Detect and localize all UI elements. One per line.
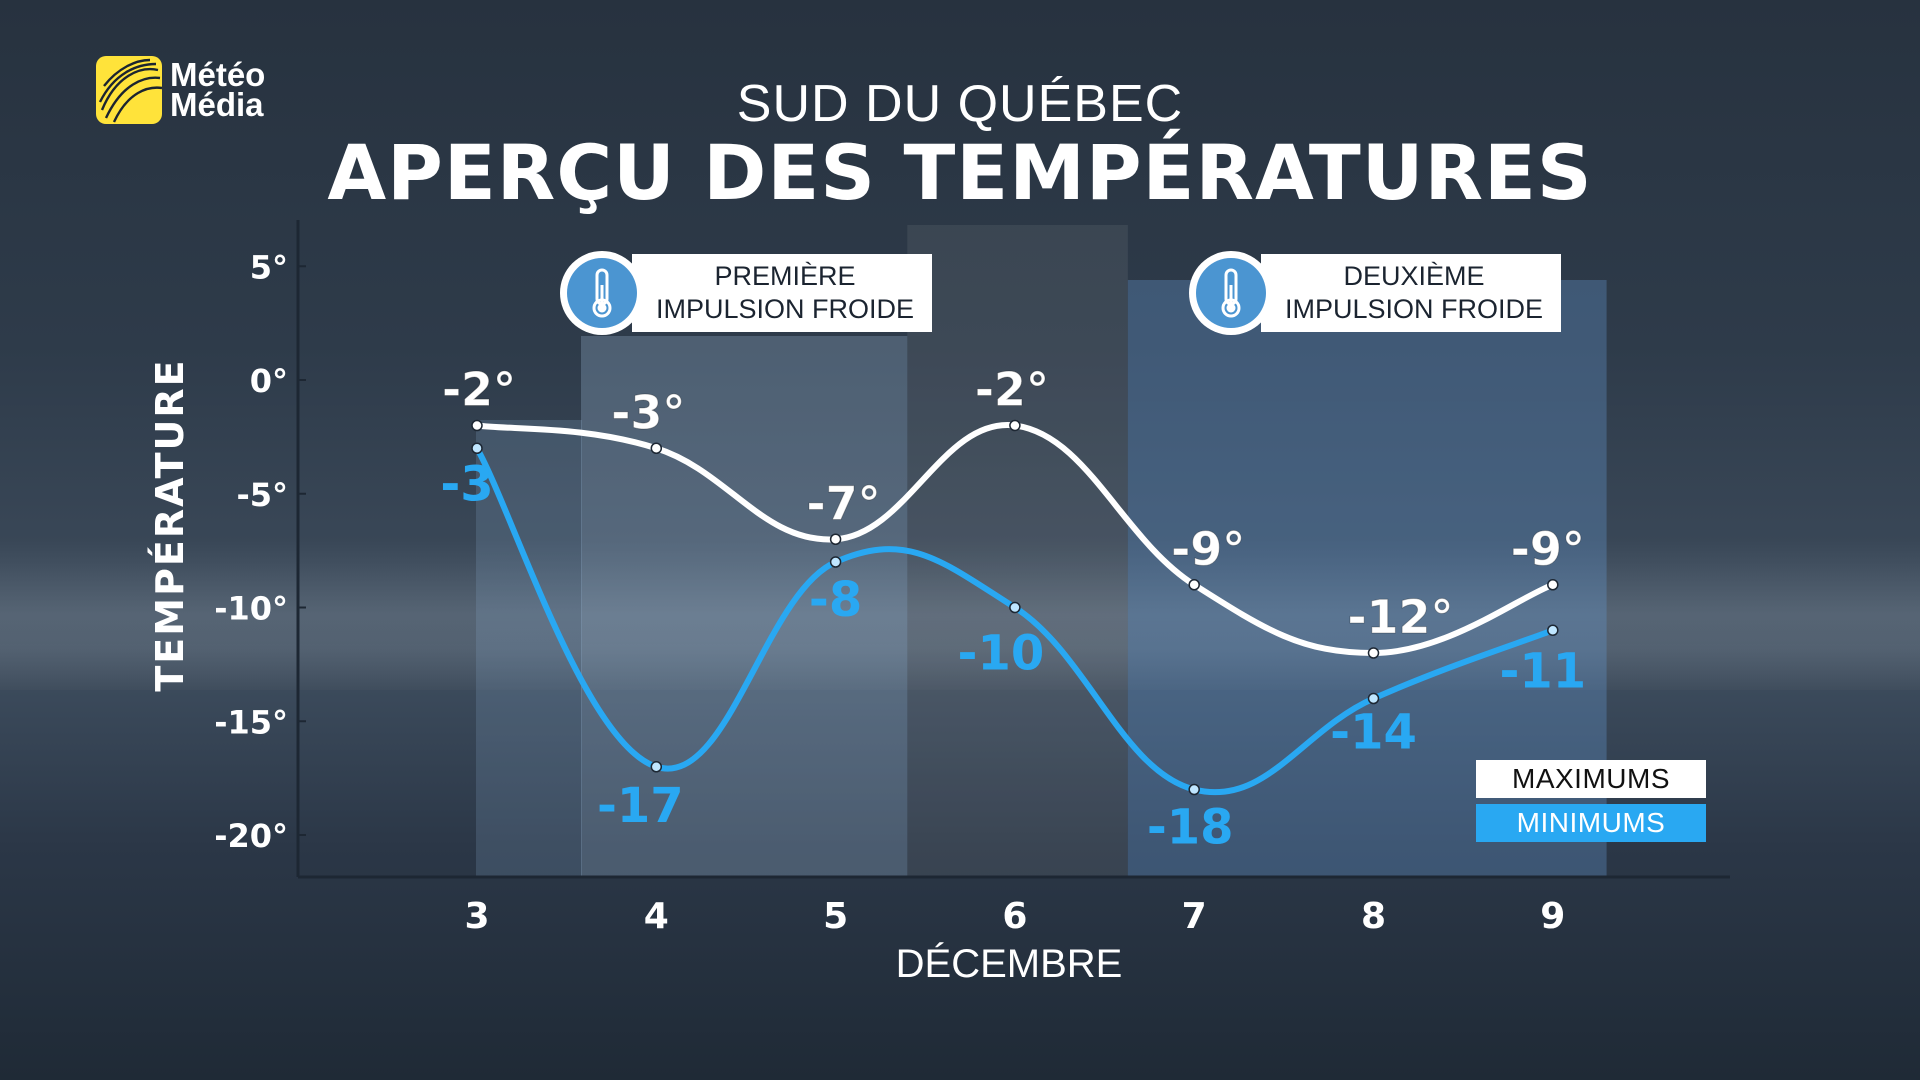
y-tick-label: -15° xyxy=(214,703,288,741)
x-tick-label: 4 xyxy=(644,896,669,937)
data-label-maximum: -7° xyxy=(807,476,881,530)
chart-legend: MAXIMUMS MINIMUMS xyxy=(1476,760,1706,848)
callout-line-2: IMPULSION FROIDE xyxy=(656,294,915,324)
region-subtitle: SUD DU QUÉBEC xyxy=(736,75,1184,133)
data-label-minimum: -18 xyxy=(1147,800,1234,856)
data-point-minimum xyxy=(1367,692,1380,705)
data-label-minimum: -8 xyxy=(809,572,862,628)
data-point-maximum xyxy=(1367,647,1380,659)
data-label-minimum: -3 xyxy=(440,456,493,512)
data-label-minimum: -14 xyxy=(1330,705,1417,761)
x-tick-label: 9 xyxy=(1540,896,1565,937)
x-axis-label: DÉCEMBRE xyxy=(895,942,1123,986)
data-label-maximum: -3° xyxy=(611,385,685,439)
series-line-minimums xyxy=(474,445,1556,796)
data-label-maximum: -12° xyxy=(1347,590,1453,644)
y-tick-label: 0° xyxy=(250,362,288,400)
callout-line-1: PREMIÈRE xyxy=(714,261,856,291)
data-point-minimum xyxy=(1188,783,1200,796)
data-point-maximum xyxy=(829,533,842,545)
thermometer-icon xyxy=(560,251,644,335)
legend-maximums: MAXIMUMS xyxy=(1476,760,1706,798)
y-tick-label: -10° xyxy=(214,590,288,628)
background-snowfield xyxy=(0,690,1920,1080)
meteomedia-logo: Météo Média xyxy=(96,56,265,124)
data-point-minimum xyxy=(1547,624,1559,636)
y-axis-label: TEMPÉRATURE xyxy=(148,358,192,692)
data-point-maximum xyxy=(650,442,663,454)
data-label-minimum: -10 xyxy=(958,626,1045,682)
data-label-minimum: -17 xyxy=(597,778,684,834)
logo-line-1: Météo xyxy=(170,56,266,93)
data-label-maximum: -2° xyxy=(442,363,516,417)
data-point-minimum xyxy=(471,442,483,454)
y-tick-label: -20° xyxy=(214,817,288,855)
data-point-minimum xyxy=(1009,601,1021,614)
callout-second-cold-pulse: DEUXIÈME IMPULSION FROIDE xyxy=(1189,251,1562,335)
data-point-maximum xyxy=(471,419,483,432)
data-label-maximum: -9° xyxy=(1171,522,1245,576)
data-point-maximum xyxy=(1547,579,1559,591)
thermometer-icon xyxy=(1189,251,1273,335)
highlight-range-first-pulse xyxy=(580,336,908,877)
callout-line-1: DEUXIÈME xyxy=(1343,261,1485,291)
data-point-maximum xyxy=(1188,579,1200,591)
data-label-maximum: -2° xyxy=(975,363,1049,417)
x-tick-label: 5 xyxy=(823,896,848,937)
data-label-maximum: -9° xyxy=(1511,522,1585,576)
legend-minimums: MINIMUMS xyxy=(1476,804,1706,842)
page-title: APERÇU DES TEMPÉRATURES xyxy=(327,128,1593,217)
data-point-minimum xyxy=(650,761,663,773)
callout-text-box: DEUXIÈME IMPULSION FROIDE xyxy=(1261,254,1562,332)
callout-line-2: IMPULSION FROIDE xyxy=(1285,294,1544,324)
data-point-minimum xyxy=(829,556,842,568)
x-tick-label: 3 xyxy=(464,896,489,937)
x-tick-label: 6 xyxy=(1002,896,1027,937)
background-horizon xyxy=(0,540,1920,690)
x-tick-label: 8 xyxy=(1361,896,1386,937)
shaded-band xyxy=(907,225,1128,877)
data-label-minimum: -11 xyxy=(1499,643,1586,699)
callout-first-cold-pulse: PREMIÈRE IMPULSION FROIDE xyxy=(560,251,933,335)
y-tick-label: -5° xyxy=(236,476,288,514)
logo-line-2: Média xyxy=(170,86,264,123)
logo-mark xyxy=(96,56,162,124)
y-tick-label: 5° xyxy=(250,248,288,286)
data-point-maximum xyxy=(1009,419,1021,432)
x-tick-label: 7 xyxy=(1182,896,1207,937)
callout-text-box: PREMIÈRE IMPULSION FROIDE xyxy=(632,254,933,332)
